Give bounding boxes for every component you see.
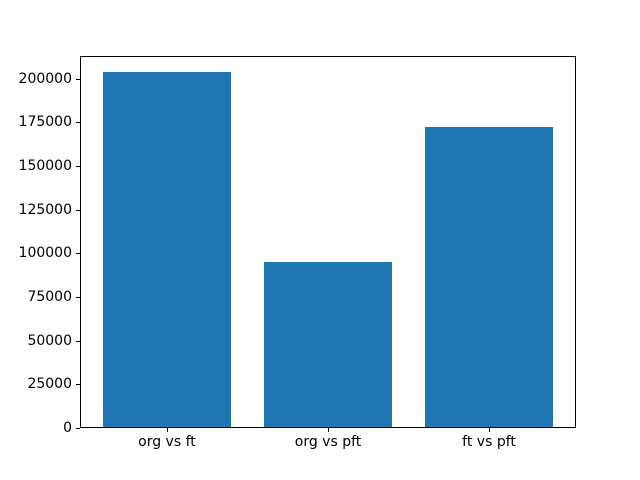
- y-tick-label-50000: 50000: [27, 332, 72, 349]
- y-tick-mark: [76, 209, 80, 211]
- x-tick-label-org-vs-ft: org vs ft: [138, 434, 196, 450]
- y-tick-mark: [76, 253, 80, 255]
- bar-ft-vs-pft: [424, 126, 554, 427]
- y-tick-label-150000: 150000: [18, 158, 72, 175]
- y-tick-mark: [76, 122, 80, 124]
- x-tick-label-org-vs-pft: org vs pft: [294, 434, 362, 450]
- x-tick-label-ft-vs-pft: ft vs pft: [462, 434, 516, 450]
- x-tick-mark: [328, 428, 329, 432]
- y-tick-label-175000: 175000: [18, 114, 72, 131]
- y-tick-label-75000: 75000: [27, 289, 72, 305]
- y-tick-label-25000: 25000: [27, 376, 72, 393]
- bar-org-vs-pft: [263, 261, 393, 427]
- y-tick-label-0: 0: [63, 420, 72, 436]
- y-tick-mark: [76, 78, 80, 80]
- y-tick-mark: [76, 297, 80, 298]
- y-tick-mark: [76, 384, 80, 386]
- y-tick-label-125000: 125000: [18, 201, 72, 218]
- y-tick-mark: [76, 428, 80, 429]
- y-tick-mark: [76, 166, 80, 168]
- y-tick-label-200000: 200000: [18, 70, 72, 87]
- x-tick-mark: [489, 428, 491, 432]
- y-tick-label-100000: 100000: [18, 245, 72, 262]
- bar-org-vs-ft: [102, 72, 232, 427]
- x-tick-mark: [166, 428, 168, 432]
- y-tick-mark: [76, 340, 80, 342]
